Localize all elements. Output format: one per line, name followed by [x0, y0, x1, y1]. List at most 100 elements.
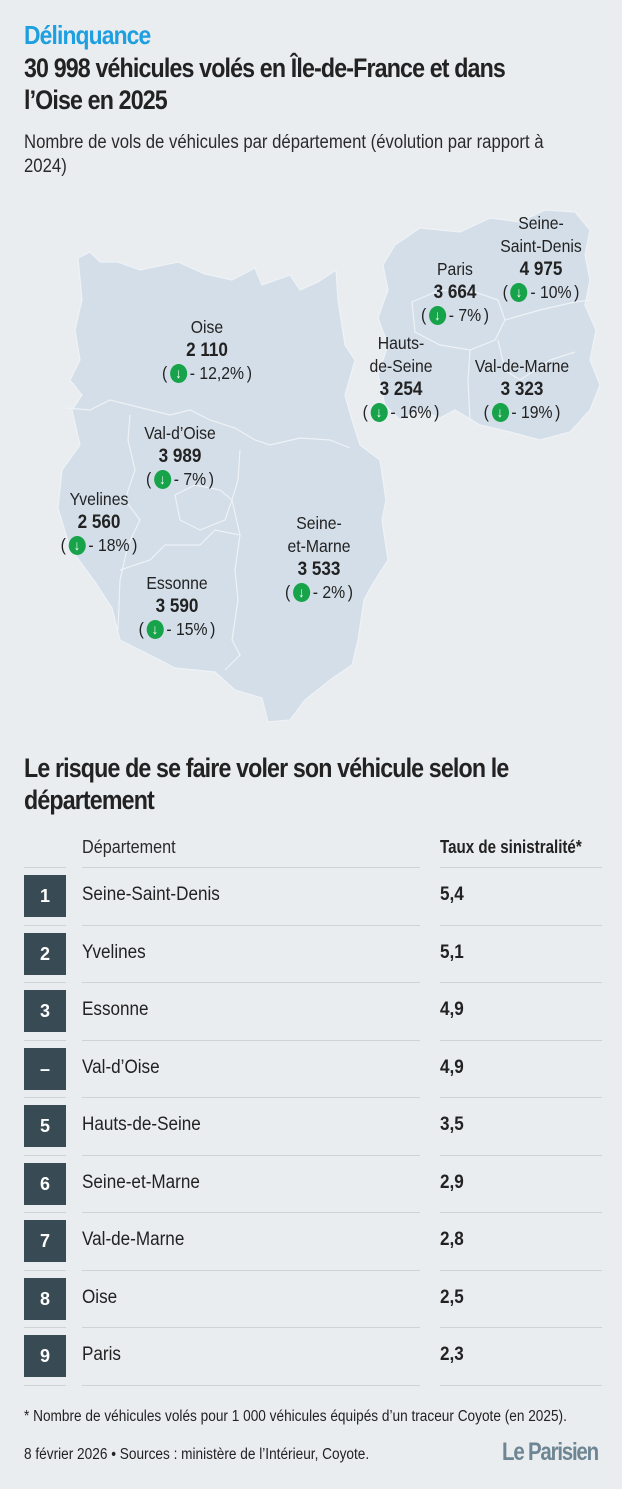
- dept-value: 2 110: [186, 340, 228, 361]
- row-divider: [82, 1269, 420, 1271]
- subtitle: Nombre de vols de véhicules par départem…: [24, 132, 544, 177]
- dept-change: - 10%: [530, 282, 572, 302]
- table-row: 5 Hauts-de-Seine 3,5: [24, 1097, 602, 1155]
- rank-badge: 3: [24, 990, 66, 1032]
- dept-name: Seine-: [518, 213, 564, 233]
- table-header: Département Taux de sinistralité*: [24, 830, 602, 867]
- rate-value: 4,9: [440, 1056, 464, 1078]
- row-divider: [440, 867, 602, 868]
- le-parisien-logo: Le Parisien: [502, 1438, 599, 1466]
- dept-value: 3 590: [155, 596, 199, 617]
- map-region-main: [57, 251, 389, 723]
- row-divider: [82, 1097, 420, 1098]
- dept-change: - 12,2%: [189, 363, 245, 383]
- dept-change: - 16%: [390, 402, 432, 422]
- department-name: Oise: [82, 1286, 118, 1308]
- rank-badge: 1: [24, 875, 66, 917]
- dept-value: 3 664: [433, 282, 477, 303]
- map-label-yvelines: Yvelines 2 560 (↓ - 18%): [60, 489, 138, 555]
- dept-change: - 2%: [312, 582, 346, 602]
- row-divider: [440, 1384, 602, 1386]
- table-row: – Val-d’Oise 4,9: [24, 1039, 602, 1098]
- arrow-down-circle-icon: ↓: [292, 583, 311, 602]
- table-bottom-divider: [24, 1384, 602, 1386]
- dept-value: 3 323: [500, 379, 544, 400]
- arrow-down-circle-icon: ↓: [169, 364, 188, 383]
- table-row: 3 Essonne 4,9: [24, 982, 602, 1040]
- map-label-val-doise: Val-d’Oise 3 989 (↓ - 7%): [144, 423, 216, 489]
- map-border-inner: [467, 299, 591, 421]
- dept-name: Seine-: [296, 513, 342, 533]
- row-divider: [24, 924, 66, 926]
- table-title: Le risque de se faire voler son véhicule…: [24, 753, 509, 815]
- row-divider: [440, 924, 602, 926]
- dept-value: 3 989: [158, 446, 202, 467]
- rate-value: 5,1: [440, 941, 464, 963]
- rank-badge: 6: [24, 1162, 66, 1205]
- page-title: 30 998 véhicules volés en Île-de-France …: [24, 53, 506, 115]
- row-divider: [24, 1384, 66, 1386]
- department-name: Hauts-de-Seine: [82, 1114, 201, 1135]
- rank-badge: 5: [24, 1105, 66, 1147]
- row-divider: [24, 1154, 66, 1156]
- rate-value: 4,9: [440, 999, 464, 1020]
- rank-badge: 2: [24, 932, 66, 975]
- column-header-department: Département: [82, 837, 176, 857]
- department-name: Yvelines: [82, 941, 146, 963]
- rank-badge: –: [24, 1047, 66, 1090]
- map-label-oise: Oise 2 110 (↓ - 12,2%): [162, 317, 252, 383]
- department-name: Essonne: [82, 999, 149, 1020]
- map-border-paris: [411, 289, 506, 351]
- dept-name: Paris: [437, 259, 473, 279]
- arrow-down-circle-icon: ↓: [428, 306, 447, 325]
- row-divider: [440, 1212, 602, 1213]
- arrow-down-circle-icon: ↓: [68, 536, 86, 555]
- row-divider: [82, 1384, 420, 1386]
- dept-name: de-Seine: [369, 356, 433, 376]
- column-header-rate: Taux de sinistralité*: [440, 837, 582, 857]
- department-name: Seine-Saint-Denis: [82, 884, 220, 905]
- row-divider: [82, 1327, 420, 1328]
- footnote: * Nombre de véhicules volés pour 1 000 v…: [24, 1408, 567, 1425]
- row-divider: [24, 1039, 66, 1041]
- table-row: 8 Oise 2,5: [24, 1269, 602, 1328]
- table-row: 1 Seine-Saint-Denis 5,4: [24, 867, 602, 925]
- row-divider: [24, 1327, 66, 1328]
- kicker: Délinquance: [24, 20, 151, 50]
- map-label-paris: Paris 3 664 (↓ - 7%): [420, 259, 490, 325]
- map-border-yvelines: [117, 414, 141, 631]
- rate-value: 2,5: [440, 1286, 464, 1308]
- row-divider: [82, 867, 420, 868]
- dept-value: 3 533: [297, 559, 341, 580]
- row-divider: [440, 1154, 602, 1156]
- rate-value: 3,5: [440, 1114, 464, 1135]
- dept-change: - 7%: [448, 305, 482, 325]
- dept-name: Essonne: [146, 573, 208, 593]
- dept-name: Oise: [190, 317, 224, 337]
- rate-value: 2,3: [440, 1344, 464, 1365]
- rank-badge: 8: [24, 1277, 66, 1320]
- rate-value: 5,4: [440, 884, 464, 905]
- map-border-petite-couronne: [174, 484, 233, 531]
- map: [57, 209, 601, 723]
- dept-value: 3 254: [379, 379, 423, 400]
- table-row: 9 Paris 2,3: [24, 1327, 602, 1385]
- dept-value: 2 560: [77, 512, 121, 533]
- arrow-down-circle-icon: ↓: [370, 403, 388, 422]
- rank-badge: 9: [24, 1335, 66, 1377]
- row-divider: [82, 1154, 420, 1156]
- dept-name: Hauts-: [377, 333, 425, 353]
- arrow-down-circle-icon: ↓: [491, 403, 509, 422]
- department-name: Val-de-Marne: [82, 1229, 185, 1250]
- row-divider: [24, 1269, 66, 1271]
- row-divider: [82, 1212, 420, 1213]
- dept-name: Yvelines: [69, 489, 129, 509]
- source-line: 8 février 2026 • Sources : ministère de …: [24, 1446, 370, 1463]
- map-label-seine-et-marne: Seine- et-Marne 3 533 (↓ - 2%): [284, 513, 354, 602]
- department-name: Seine-et-Marne: [82, 1171, 200, 1193]
- row-divider: [440, 982, 602, 983]
- arrow-down-circle-icon: ↓: [510, 283, 528, 302]
- dept-name: et-Marne: [287, 536, 351, 556]
- dept-change: - 15%: [166, 619, 208, 639]
- table-row: 2 Yvelines 5,1: [24, 924, 602, 983]
